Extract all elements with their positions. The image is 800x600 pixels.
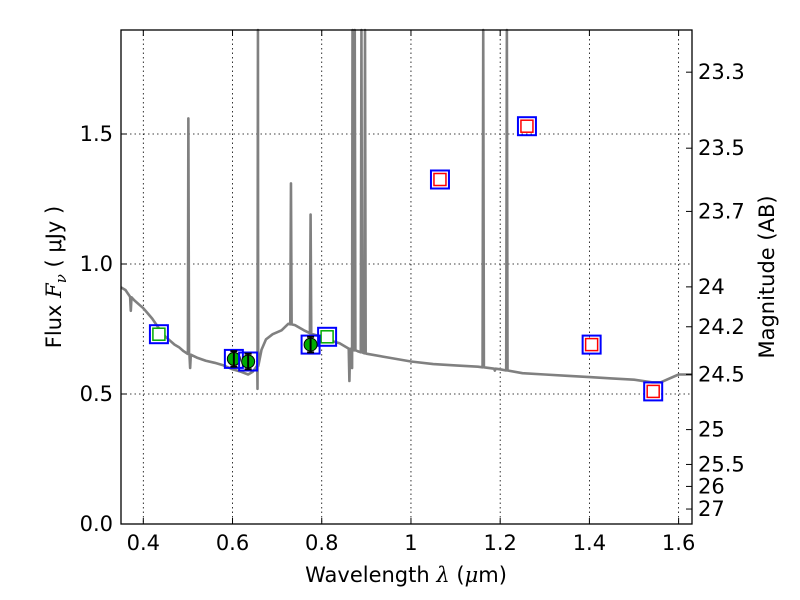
magnitude-axis-label: Magnitude (AB) bbox=[755, 195, 779, 358]
magnitude-tick-label: 26 bbox=[698, 474, 725, 498]
observed-flux-marker bbox=[646, 384, 660, 399]
magnitude-tick-label: 23.3 bbox=[698, 60, 745, 84]
magnitude-tick-label: 25 bbox=[698, 418, 725, 442]
y-tick-label: 0.0 bbox=[80, 512, 113, 536]
photometry-point-square bbox=[581, 334, 602, 355]
model-flux-box bbox=[643, 381, 664, 402]
magnitude-tick-label: 24 bbox=[698, 275, 725, 299]
sed-model-line bbox=[120, 28, 692, 391]
photometry-point-square bbox=[317, 326, 338, 347]
model-flux-box bbox=[581, 334, 602, 355]
observed-flux-marker bbox=[320, 330, 334, 344]
model-flux-box bbox=[238, 351, 259, 372]
model-flux-box bbox=[516, 116, 537, 137]
magnitude-tick-label: 23.7 bbox=[698, 199, 745, 223]
y-tick-label: 1.5 bbox=[80, 122, 113, 146]
y-axis-label: Flux Fν ( μJy ) bbox=[42, 206, 70, 348]
model-flux-box bbox=[429, 169, 450, 190]
magnitude-tick-label: 24.5 bbox=[698, 362, 745, 386]
x-axis-label: Wavelength λ (μm) bbox=[305, 563, 507, 587]
y-axis-ticks: 0.0 0.5 1.0 1.5 bbox=[80, 122, 127, 536]
photometry-point-circle bbox=[238, 351, 259, 372]
model-flux-box bbox=[317, 326, 338, 347]
y-tick-label: 0.5 bbox=[80, 382, 113, 406]
grid bbox=[121, 30, 692, 524]
photometry-point-square bbox=[516, 116, 537, 137]
model-flux-box bbox=[148, 324, 169, 345]
observed-flux-marker bbox=[433, 172, 447, 187]
x-tick-label: 1.6 bbox=[662, 531, 695, 555]
observed-flux-marker bbox=[152, 327, 166, 341]
observed-flux-marker bbox=[584, 337, 599, 352]
x-tick-label: 1 bbox=[404, 531, 417, 555]
x-tick-label: 0.8 bbox=[305, 531, 338, 555]
x-tick-label: 1.4 bbox=[573, 531, 606, 555]
observed-flux-marker bbox=[520, 119, 534, 133]
photometry-point-square bbox=[643, 381, 664, 402]
y-tick-label: 1.0 bbox=[80, 252, 113, 276]
x-tick-label: 0.6 bbox=[216, 531, 249, 555]
photometry-point-circle bbox=[300, 334, 321, 355]
x-tick-label: 0.4 bbox=[127, 531, 160, 555]
photometry-points bbox=[148, 116, 664, 402]
magnitude-tick-label: 23.5 bbox=[698, 136, 745, 160]
magnitude-tick-label: 24.2 bbox=[698, 315, 745, 339]
sed-model-spectrum bbox=[120, 28, 692, 391]
x-axis-ticks: 0.4 0.6 0.8 1 1.2 1.4 1.6 bbox=[127, 30, 695, 555]
plot-frame bbox=[120, 29, 693, 525]
model-flux-box bbox=[300, 334, 321, 355]
magnitude-tick-label: 27 bbox=[698, 497, 725, 521]
photometry-point-square bbox=[148, 324, 169, 345]
magnitude-tick-label: 25.5 bbox=[698, 452, 745, 476]
photometry-point-square bbox=[429, 169, 450, 190]
x-tick-label: 1.2 bbox=[483, 531, 516, 555]
